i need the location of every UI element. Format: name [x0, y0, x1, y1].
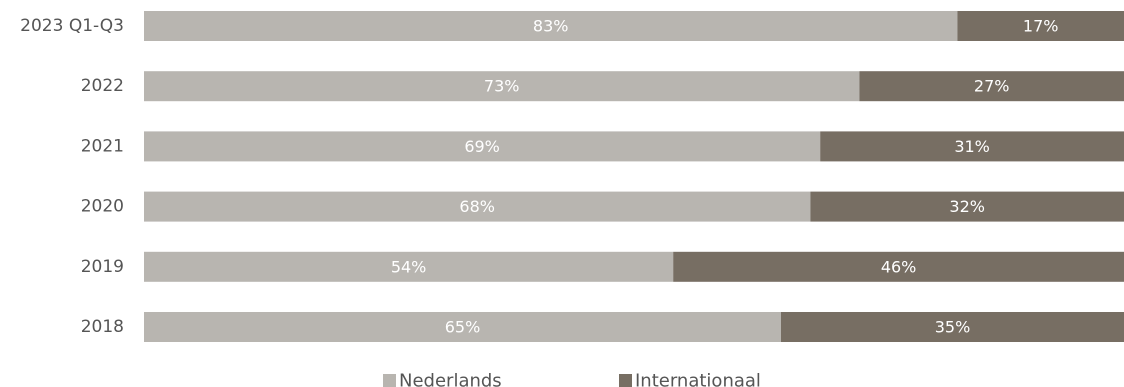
category-label-2023-q1-q3: 2023 Q1-Q3: [20, 16, 124, 36]
category-label-2020: 2020: [81, 197, 124, 217]
data-label-nederlands-2018: 65%: [445, 318, 481, 337]
category-label-2019: 2019: [81, 257, 124, 277]
data-label-internationaal-2023-q1-q3: 17%: [1023, 17, 1059, 36]
data-label-internationaal-2021: 31%: [954, 137, 990, 156]
legend-label-nederlands: Nederlands: [399, 371, 502, 387]
category-labels-group: 2023 Q1-Q3 2022 2021 2020 2019 2018: [20, 16, 124, 337]
legend: Nederlands Internationaal: [383, 371, 761, 387]
bars-group: [144, 11, 1124, 342]
bar-internationaal-2021: [820, 131, 1124, 162]
data-label-nederlands-2019: 54%: [391, 257, 427, 276]
data-label-internationaal-2020: 32%: [949, 197, 985, 216]
category-label-2022: 2022: [81, 76, 124, 96]
category-label-2018: 2018: [81, 317, 124, 337]
data-label-nederlands-2023-q1-q3: 83%: [533, 17, 569, 36]
bar-nederlands-2018: [144, 312, 781, 342]
bar-internationaal-2020: [810, 191, 1124, 222]
bar-internationaal-2019: [673, 251, 1124, 282]
data-label-nederlands-2020: 68%: [459, 197, 495, 216]
data-label-internationaal-2019: 46%: [881, 257, 917, 276]
bar-nederlands-2023-q1-q3: [144, 11, 958, 41]
data-label-internationaal-2022: 27%: [974, 77, 1010, 96]
legend-label-internationaal: Internationaal: [635, 371, 761, 387]
bar-internationaal-2023-q1-q3: [957, 11, 1124, 41]
value-labels-group: 83% 17% 73% 27% 69% 31% 68% 32% 54% 46% 65% 35%: [391, 17, 1059, 337]
legend-swatch-internationaal: [619, 374, 632, 387]
category-label-2021: 2021: [81, 136, 124, 156]
bar-nederlands-2019: [144, 251, 674, 282]
bar-nederlands-2020: [144, 191, 811, 222]
data-label-nederlands-2022: 73%: [484, 77, 520, 96]
bar-nederlands-2022: [144, 71, 860, 102]
bar-internationaal-2018: [781, 312, 1124, 342]
data-label-nederlands-2021: 69%: [464, 137, 500, 156]
data-label-internationaal-2018: 35%: [935, 318, 971, 337]
bar-nederlands-2021: [144, 131, 821, 162]
legend-swatch-nederlands: [383, 374, 396, 387]
bar-internationaal-2022: [859, 71, 1124, 102]
